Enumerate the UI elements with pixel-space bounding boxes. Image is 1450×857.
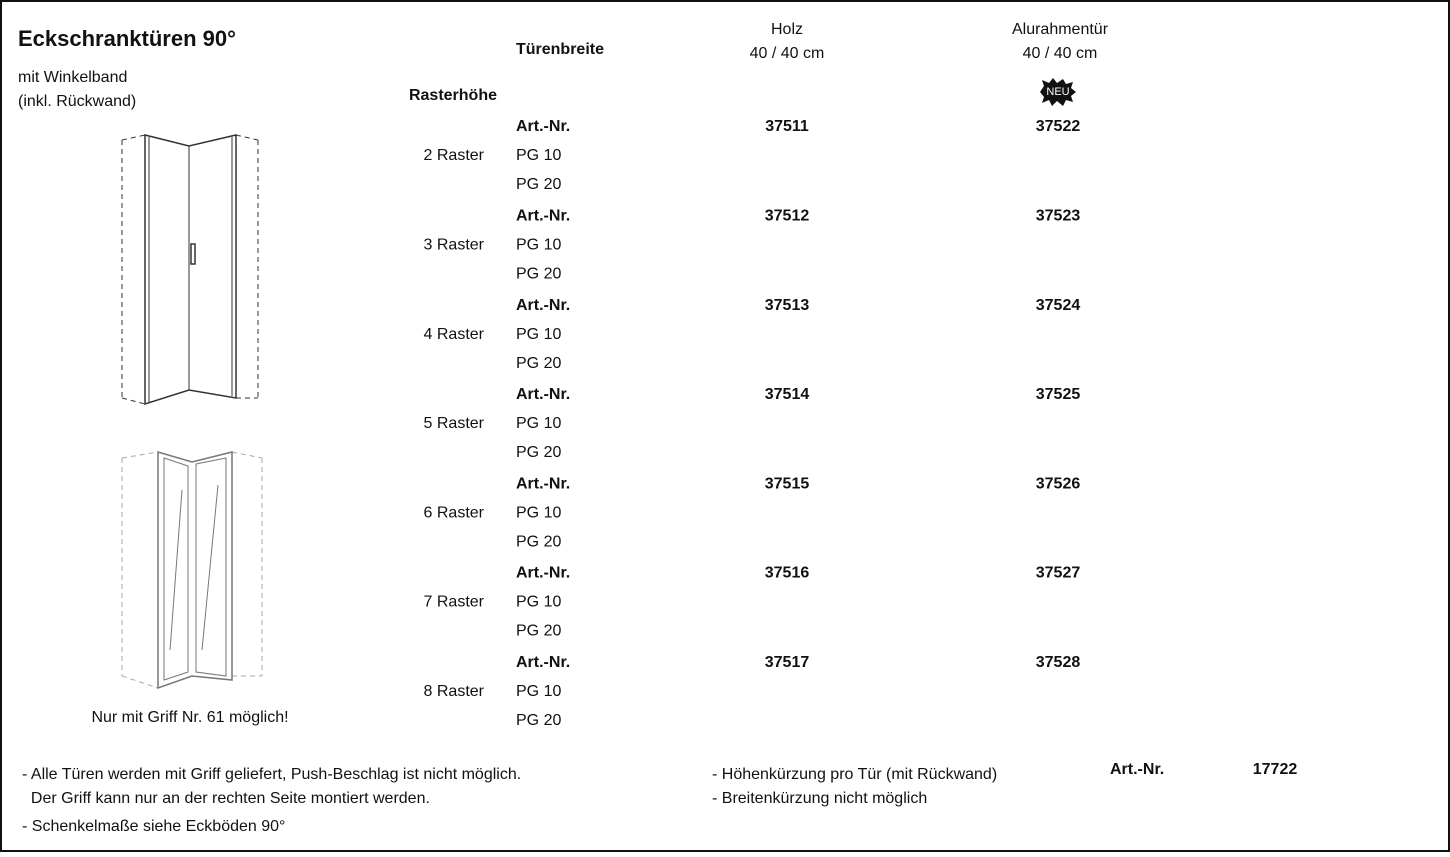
price-group: PG 20 — [516, 533, 561, 550]
art-label: Art.-Nr. — [516, 297, 570, 314]
width-label: Türenbreite — [516, 41, 604, 58]
price-group: PG 20 — [516, 712, 561, 729]
column-size: 40 / 40 cm — [750, 45, 825, 62]
price-group: PG 10 — [516, 326, 561, 343]
article-number: 37523 — [1036, 208, 1081, 225]
extra-number: 17722 — [1253, 761, 1298, 778]
raster-label: 4 Raster — [424, 326, 485, 343]
article-number: 37513 — [765, 297, 810, 314]
column-size: 40 / 40 cm — [1023, 45, 1098, 62]
art-label: Art.-Nr. — [516, 565, 570, 582]
raster-label: 6 Raster — [424, 504, 485, 521]
column-name: Alurahmentür — [1012, 21, 1109, 38]
art-label: Art.-Nr. — [516, 654, 570, 671]
art-label: Art.-Nr. — [516, 386, 570, 403]
subtitle: mit Winkelband — [18, 69, 127, 86]
price-group: PG 10 — [516, 594, 561, 611]
raster-label: 8 Raster — [424, 683, 485, 700]
art-label: Art.-Nr. — [516, 475, 570, 492]
raster-label: 3 Raster — [424, 237, 485, 254]
art-label: Art.-Nr. — [516, 118, 570, 135]
column-name: Holz — [771, 21, 803, 38]
note: - Schenkelmaße siehe Eckböden 90° — [22, 818, 285, 835]
price-group: PG 10 — [516, 147, 561, 164]
article-number: 37511 — [765, 118, 809, 135]
badge: NEU — [1046, 86, 1069, 98]
badge-burst — [1040, 78, 1076, 106]
note: - Alle Türen werden mit Griff geliefert,… — [22, 766, 521, 783]
article-number: 37514 — [765, 386, 810, 403]
note: - Höhenkürzung pro Tür (mit Rückwand) — [712, 766, 997, 783]
article-number: 37517 — [765, 654, 810, 671]
title: Eckschranktüren 90° — [18, 26, 236, 51]
illustration-glass — [121, 450, 263, 690]
raster-label: 2 Raster — [424, 147, 485, 164]
article-number: 37526 — [1036, 475, 1081, 492]
price-group: PG 20 — [516, 355, 561, 372]
article-number: 37524 — [1036, 297, 1081, 314]
raster-label: 7 Raster — [424, 594, 485, 611]
raster-label: 5 Raster — [424, 415, 485, 432]
article-number: 37522 — [1036, 118, 1081, 135]
article-number: 37515 — [765, 475, 810, 492]
article-number: 37516 — [765, 565, 810, 582]
price-group: PG 10 — [516, 415, 561, 432]
price-group: PG 20 — [516, 266, 561, 283]
height-label: Rasterhöhe — [409, 87, 497, 104]
image-note: Nur mit Griff Nr. 61 möglich! — [91, 709, 288, 726]
price-group: PG 20 — [516, 444, 561, 461]
article-number: 37525 — [1036, 386, 1081, 403]
extra-art-label: Art.-Nr. — [1110, 761, 1164, 778]
article-number: 37527 — [1036, 565, 1081, 582]
note: Der Griff kann nur an der rechten Seite … — [22, 790, 430, 807]
article-number: 37512 — [765, 208, 810, 225]
note: - Breitenkürzung nicht möglich — [712, 790, 927, 807]
illustration-wood — [121, 134, 259, 406]
price-group: PG 20 — [516, 176, 561, 193]
subtitle: (inkl. Rückwand) — [18, 93, 136, 110]
art-label: Art.-Nr. — [516, 208, 570, 225]
price-group: PG 10 — [516, 237, 561, 254]
price-group: PG 20 — [516, 623, 561, 640]
price-group: PG 10 — [516, 683, 561, 700]
article-number: 37528 — [1036, 654, 1081, 671]
price-group: PG 10 — [516, 504, 561, 521]
